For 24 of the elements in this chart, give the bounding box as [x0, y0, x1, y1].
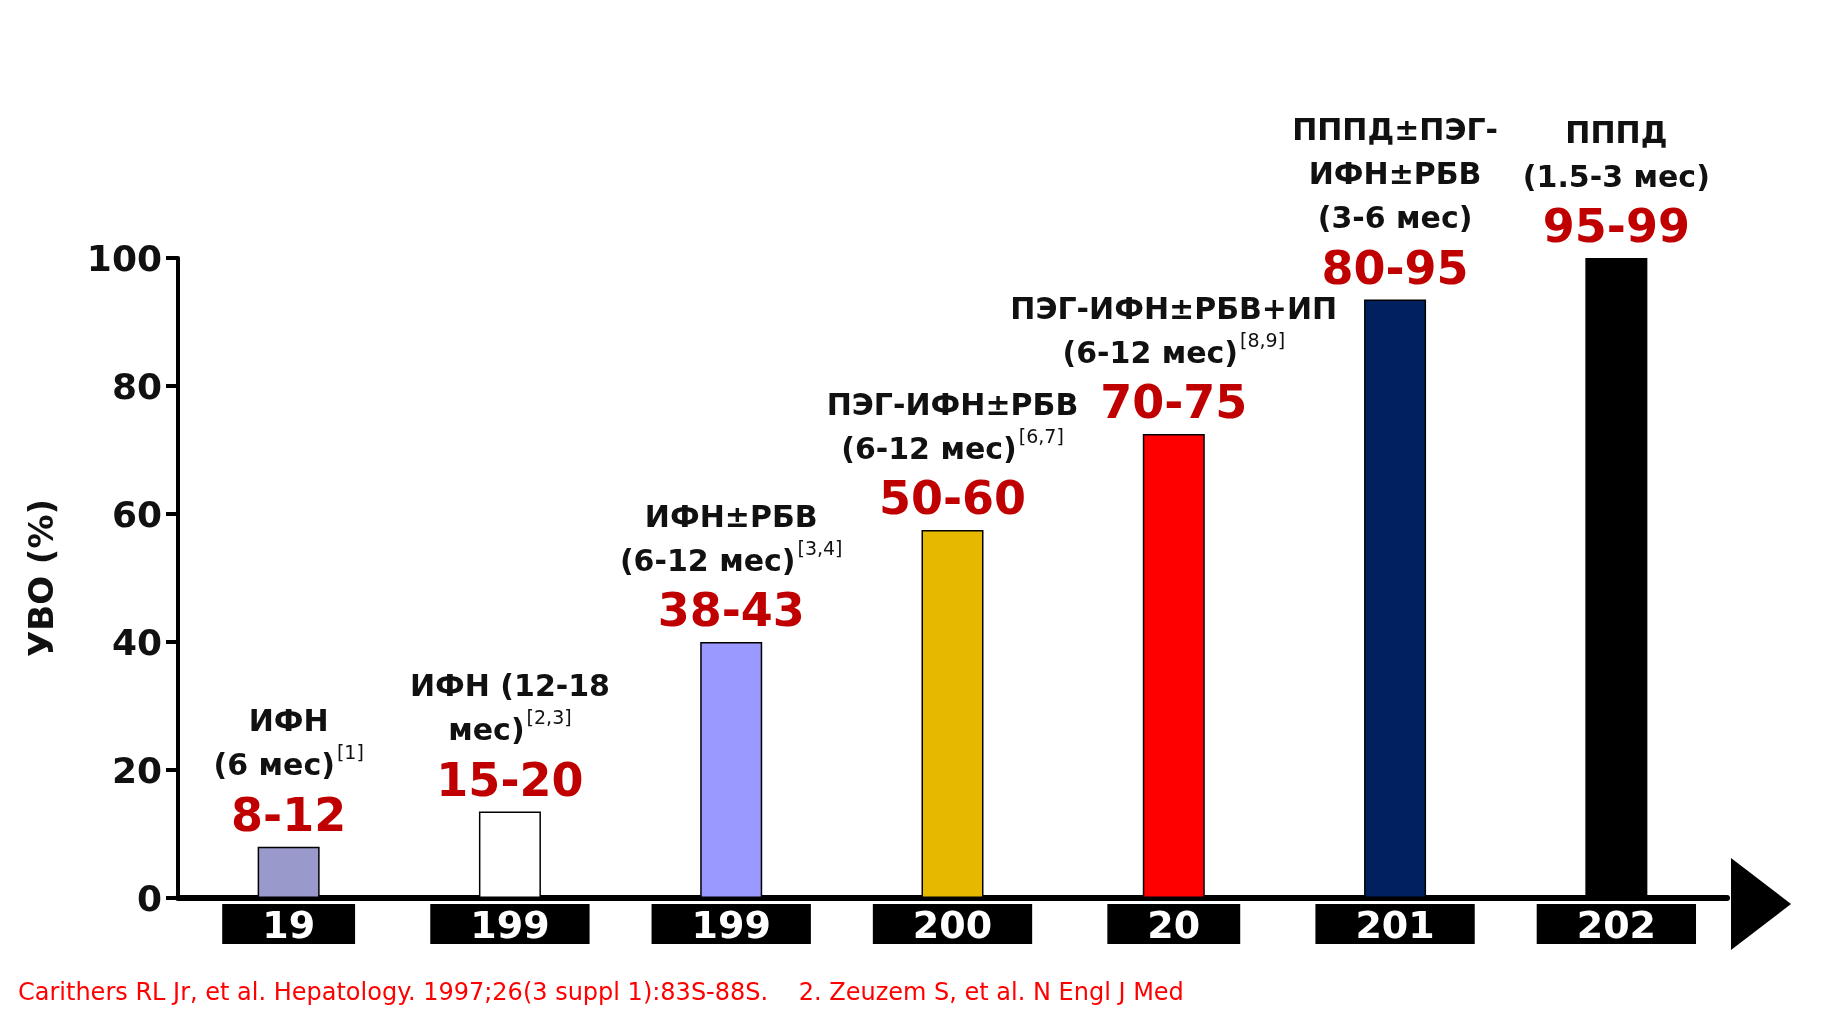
y-tick-label: 60 [111, 493, 162, 535]
text: Carithers RL Jr, et al. Hepatology. 1997;26(3 suppl 1):83S-88S. 2. Zeuzem S, et al. N Engl J Med [18, 978, 1184, 1006]
y-tick-label: 20 [111, 749, 162, 791]
x-tick-label: 201 [1355, 903, 1435, 947]
x-tick-label: 202 [1576, 903, 1657, 947]
text: ПППД±ПЭГ- ИФН±РБВ (3-6 мес) [1292, 112, 1499, 236]
x-tick-label: 19 [262, 903, 316, 947]
data-label: 80-95 [1321, 240, 1469, 295]
data-label: 95-99 [1542, 199, 1690, 253]
y-tick-label: 0 [136, 877, 162, 919]
data-label: 8-12 [231, 787, 347, 842]
data-label: 15-20 [436, 752, 584, 807]
y-tick-label: 100 [86, 237, 162, 279]
x-tick-label: 199 [470, 903, 550, 947]
data-label: 50-60 [878, 471, 1027, 525]
data-label: 70-75 [1100, 375, 1248, 429]
data-label: 38-43 [657, 583, 805, 637]
x-tick-label: 199 [691, 903, 771, 947]
x-tick-label: 200 [912, 903, 993, 947]
x-tick-label: 20 [1147, 903, 1201, 947]
y-tick-label: 80 [111, 365, 162, 407]
text: ПППД (1.5-3 мес) [1522, 114, 1710, 194]
y-axis-title: УВО (%) [21, 498, 61, 658]
y-tick-label: 40 [111, 621, 162, 663]
